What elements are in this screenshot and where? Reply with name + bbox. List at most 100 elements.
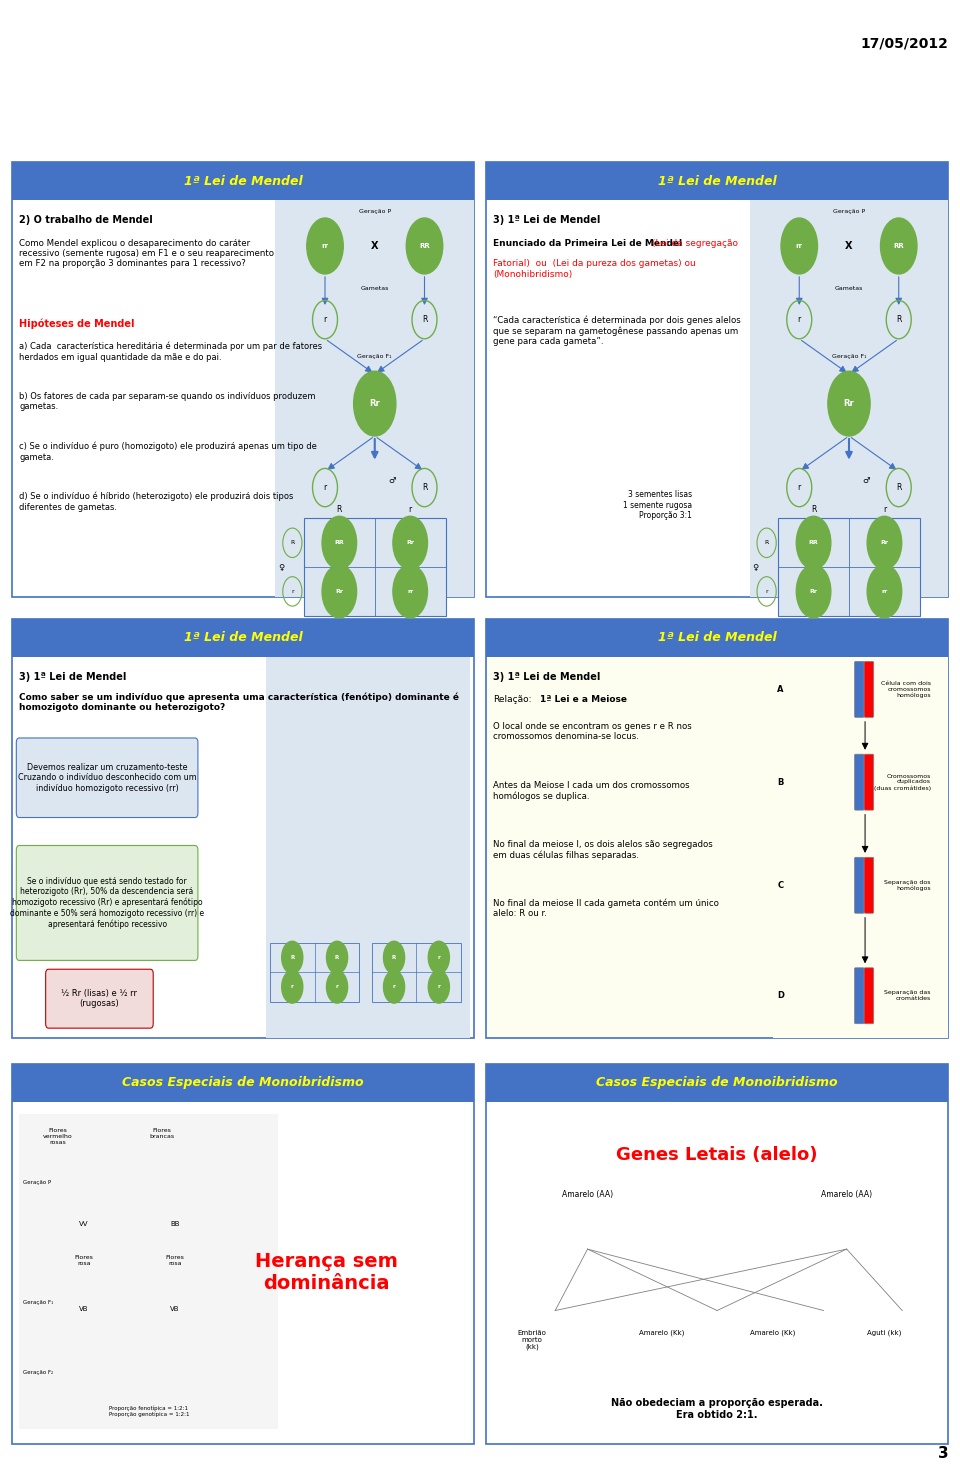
Text: r: r: [765, 589, 768, 594]
Text: a) Cada  característica hereditária é determinada por um par de fatores
herdados: a) Cada característica hereditária é det…: [19, 342, 323, 362]
Text: 1ª Lei de Mendel: 1ª Lei de Mendel: [183, 175, 302, 187]
Text: “Cada característica é determinada por dois genes alelos
que se separam na gamet: “Cada característica é determinada por d…: [493, 315, 741, 346]
Text: 1ª Lei de Mendel: 1ª Lei de Mendel: [183, 632, 302, 644]
Text: Rr: Rr: [406, 541, 414, 545]
FancyBboxPatch shape: [854, 661, 864, 717]
Circle shape: [322, 566, 356, 619]
Text: RR: RR: [420, 243, 430, 249]
Text: Geração P: Geração P: [23, 1180, 51, 1186]
Text: VB: VB: [80, 1307, 88, 1312]
Text: Se o indivíduo que está sendo testado for
heterozigoto (Rr), 50% da descendencia: Se o indivíduo que está sendo testado fo…: [10, 876, 204, 929]
Text: R: R: [896, 483, 901, 492]
FancyBboxPatch shape: [486, 162, 948, 200]
Text: r: r: [291, 589, 294, 594]
Text: r: r: [883, 505, 886, 514]
FancyBboxPatch shape: [12, 162, 474, 200]
Text: Genes Letais (alelo): Genes Letais (alelo): [616, 1146, 818, 1164]
Text: Como saber se um indivíduo que apresenta uma característica (fenótipo) dominante: Como saber se um indivíduo que apresenta…: [19, 692, 459, 713]
Circle shape: [281, 971, 302, 1003]
Text: Amarelo (AA): Amarelo (AA): [821, 1190, 873, 1199]
Circle shape: [393, 566, 427, 619]
FancyBboxPatch shape: [486, 1064, 948, 1102]
FancyBboxPatch shape: [486, 162, 948, 597]
Text: X: X: [845, 242, 852, 250]
Text: 3) 1ª Lei de Mendel: 3) 1ª Lei de Mendel: [493, 215, 601, 225]
Text: R: R: [811, 505, 816, 514]
Text: Amarelo (Kk): Amarelo (Kk): [639, 1330, 684, 1336]
FancyBboxPatch shape: [270, 943, 359, 1002]
Text: Geração F₁: Geração F₁: [23, 1301, 54, 1305]
Text: 3) 1ª Lei de Mendel: 3) 1ª Lei de Mendel: [493, 672, 601, 682]
Text: c) Se o indivíduo é puro (homozigoto) ele produzirá apenas um tipo de
gameta.: c) Se o indivíduo é puro (homozigoto) el…: [19, 442, 317, 463]
Text: Cromossomos
duplicados
(duas cromátides): Cromossomos duplicados (duas cromátides): [874, 773, 931, 791]
Circle shape: [428, 941, 449, 974]
Text: O local onde se encontram os genes r e R nos
cromossomos denomina-se locus.: O local onde se encontram os genes r e R…: [493, 722, 692, 741]
Text: Embrião
morto
(kk): Embrião morto (kk): [517, 1330, 546, 1351]
FancyBboxPatch shape: [16, 738, 198, 818]
Text: No final da meiose II cada gameta contém um único
alelo: R ou r.: No final da meiose II cada gameta contém…: [493, 899, 719, 919]
FancyBboxPatch shape: [12, 1064, 474, 1444]
Circle shape: [322, 517, 356, 570]
Text: r: r: [798, 315, 801, 324]
Circle shape: [353, 371, 396, 436]
Circle shape: [880, 218, 917, 274]
FancyBboxPatch shape: [486, 619, 948, 1038]
Text: Rr: Rr: [370, 399, 380, 408]
Text: Gametas: Gametas: [835, 286, 863, 292]
Text: Herança sem
dominância: Herança sem dominância: [254, 1252, 397, 1293]
Text: 3) 1ª Lei de Mendel: 3) 1ª Lei de Mendel: [19, 672, 127, 682]
FancyBboxPatch shape: [854, 754, 864, 810]
Text: Separação das
cromátides: Separação das cromátides: [884, 990, 931, 1002]
Text: rr: rr: [407, 589, 414, 594]
Text: R: R: [896, 315, 901, 324]
Text: R: R: [335, 955, 339, 960]
Text: d) Se o indivíduo é híbrido (heterozigoto) ele produzirá dois tipos
diferentes d: d) Se o indivíduo é híbrido (heterozigot…: [19, 492, 294, 513]
Text: Aguti (kk): Aguti (kk): [867, 1330, 900, 1336]
FancyBboxPatch shape: [46, 969, 154, 1028]
Text: rr: rr: [322, 243, 328, 249]
Text: r: r: [409, 505, 412, 514]
FancyBboxPatch shape: [486, 619, 948, 657]
Text: 2) O trabalho de Mendel: 2) O trabalho de Mendel: [19, 215, 153, 225]
Circle shape: [796, 517, 830, 570]
Circle shape: [281, 941, 302, 974]
FancyBboxPatch shape: [779, 518, 920, 616]
Text: R: R: [392, 955, 396, 960]
Text: rr: rr: [796, 243, 803, 249]
Text: Devemos realizar um cruzamento-teste
Cruzando o indivíduo desconhecido com um
in: Devemos realizar um cruzamento-teste Cru…: [17, 763, 197, 792]
Text: ♂: ♂: [862, 476, 870, 485]
Circle shape: [307, 218, 344, 274]
Text: Hipóteses de Mendel: Hipóteses de Mendel: [19, 318, 134, 328]
Text: B: B: [778, 778, 783, 787]
Text: RR: RR: [334, 541, 345, 545]
Circle shape: [383, 971, 404, 1003]
Text: Amarelo (Kk): Amarelo (Kk): [750, 1330, 795, 1336]
FancyBboxPatch shape: [864, 661, 874, 717]
FancyBboxPatch shape: [266, 657, 469, 1038]
Text: r: r: [291, 984, 294, 990]
Text: Geração F₁: Geração F₁: [831, 354, 866, 359]
Text: R: R: [421, 483, 427, 492]
Text: 3: 3: [938, 1446, 948, 1461]
Text: Rr: Rr: [844, 399, 854, 408]
Text: 1ª Lei de Mendel: 1ª Lei de Mendel: [658, 175, 777, 187]
FancyBboxPatch shape: [864, 857, 874, 913]
FancyBboxPatch shape: [304, 518, 445, 616]
Text: rr: rr: [881, 589, 888, 594]
FancyBboxPatch shape: [486, 1064, 948, 1444]
Text: ½ Rr (lisas) e ½ rr
(rugosas): ½ Rr (lisas) e ½ rr (rugosas): [61, 988, 137, 1009]
Text: R: R: [337, 505, 342, 514]
Text: r: r: [438, 984, 441, 990]
Text: Gametas: Gametas: [361, 286, 389, 292]
FancyBboxPatch shape: [12, 619, 474, 657]
Text: A: A: [778, 685, 784, 694]
Text: 1ª Lei de Mendel: 1ª Lei de Mendel: [658, 632, 777, 644]
Text: No final da meiose I, os dois alelos são segregados
em duas células filhas separ: No final da meiose I, os dois alelos são…: [493, 840, 713, 860]
Circle shape: [326, 941, 348, 974]
FancyBboxPatch shape: [864, 968, 874, 1024]
FancyBboxPatch shape: [12, 619, 474, 1038]
Text: r: r: [324, 483, 326, 492]
Text: Flores
brancas: Flores brancas: [149, 1128, 175, 1139]
Text: Geração F₁: Geração F₁: [357, 354, 392, 359]
Text: Separação dos
homólogos: Separação dos homólogos: [884, 879, 931, 891]
